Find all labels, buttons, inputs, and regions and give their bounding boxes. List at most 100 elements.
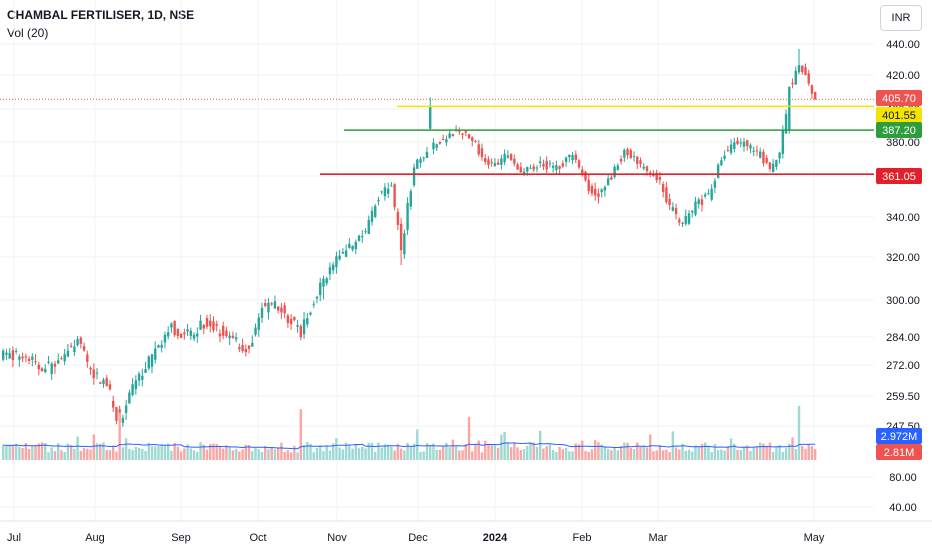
candle-body — [438, 141, 442, 144]
volume-bar — [183, 448, 186, 460]
candle-body — [374, 206, 377, 217]
candle-body — [286, 315, 290, 323]
volume-bar — [755, 446, 759, 460]
x-tick-label: Sep — [171, 532, 191, 544]
y-tick-label: 300.00 — [886, 295, 920, 307]
candle-body — [406, 202, 409, 230]
candle-body — [170, 323, 173, 328]
candle-body — [124, 405, 128, 413]
volume-bar — [40, 442, 44, 460]
candle-body — [587, 179, 590, 192]
volume-bar — [241, 449, 244, 460]
candle-body — [150, 354, 154, 367]
y-tick-label: 259.50 — [886, 391, 920, 403]
volume-bar — [293, 445, 296, 460]
candle-body — [642, 166, 645, 169]
volume-bar — [661, 450, 665, 460]
candle-body — [14, 350, 18, 352]
candle-body — [807, 73, 810, 84]
volume-bar — [458, 450, 461, 460]
x-tick-label: 2024 — [483, 532, 508, 544]
candle-body — [645, 166, 649, 172]
volume-bar — [348, 444, 351, 460]
volume-bar — [5, 445, 8, 460]
volume-bar — [53, 451, 57, 460]
y-tick-label: 380.00 — [886, 137, 920, 149]
candle-body — [710, 188, 713, 200]
candle-body — [154, 348, 157, 360]
volume-bar — [619, 445, 623, 460]
candle-body — [755, 150, 759, 152]
candle-body — [613, 166, 616, 177]
candle-body — [357, 235, 361, 241]
candle-body — [199, 320, 202, 330]
candle-body — [299, 326, 303, 338]
volume-bar — [374, 452, 377, 460]
candle-body — [89, 367, 92, 370]
volume-bar — [396, 443, 400, 460]
candle-body — [429, 105, 432, 129]
volume-bar — [519, 449, 522, 460]
candle-body — [532, 166, 535, 170]
volume-bar — [131, 449, 134, 460]
candle-body — [325, 278, 328, 284]
candle-body — [477, 144, 480, 155]
volume-bar — [577, 444, 581, 460]
candle-body — [247, 345, 251, 349]
volume-bar — [729, 438, 733, 460]
candle-body — [516, 164, 519, 170]
candle-body — [354, 242, 358, 250]
volume-bar — [678, 449, 681, 460]
candle-body — [458, 130, 461, 132]
candle-body — [581, 169, 584, 175]
volume-bar — [270, 447, 273, 460]
candle-body — [82, 346, 86, 351]
volume-bar — [141, 448, 144, 460]
volume-bar — [623, 442, 626, 460]
volume-bar — [192, 450, 196, 460]
y-tick-label: 272.00 — [886, 360, 920, 372]
volume-bar — [338, 447, 341, 460]
volume-bar — [280, 442, 283, 460]
volume-bar — [170, 450, 173, 460]
candle-body — [564, 157, 568, 162]
volume-bar — [331, 443, 335, 460]
candle-body — [289, 318, 293, 325]
volume-bar — [196, 451, 199, 460]
volume-indicator-label[interactable]: Vol (20) — [7, 26, 49, 40]
candle-body — [691, 210, 694, 213]
candle-body — [92, 369, 95, 379]
candle-body — [435, 144, 438, 148]
x-tick-label: Feb — [573, 532, 592, 544]
candle-body — [733, 142, 736, 149]
candle-body — [506, 155, 510, 158]
volume-bar — [247, 444, 251, 460]
volume-bar — [477, 440, 480, 460]
currency-selector[interactable]: INR — [880, 5, 922, 31]
volume-bar — [594, 440, 597, 460]
candle-body — [273, 301, 277, 309]
volume-bar — [276, 447, 280, 460]
candle-body — [548, 163, 552, 165]
candle-body — [526, 167, 529, 172]
candle-body — [801, 65, 804, 73]
candle-body — [331, 264, 335, 271]
candle-body — [778, 152, 781, 159]
candle-body — [196, 333, 199, 337]
volume-bar — [234, 448, 238, 460]
volume-bar — [322, 451, 325, 460]
candle-body — [351, 245, 354, 250]
candle-body — [47, 361, 50, 363]
candle-body — [221, 325, 225, 336]
candle-body — [60, 358, 63, 360]
candle-body — [493, 163, 497, 166]
candle-body — [681, 222, 684, 224]
volume-bar — [218, 445, 222, 460]
volume-bar — [752, 447, 755, 460]
volume-bar — [687, 449, 691, 460]
candle-body — [762, 151, 765, 164]
candle-body — [496, 162, 500, 165]
volume-bar — [419, 451, 422, 460]
volume-bar — [697, 447, 700, 460]
